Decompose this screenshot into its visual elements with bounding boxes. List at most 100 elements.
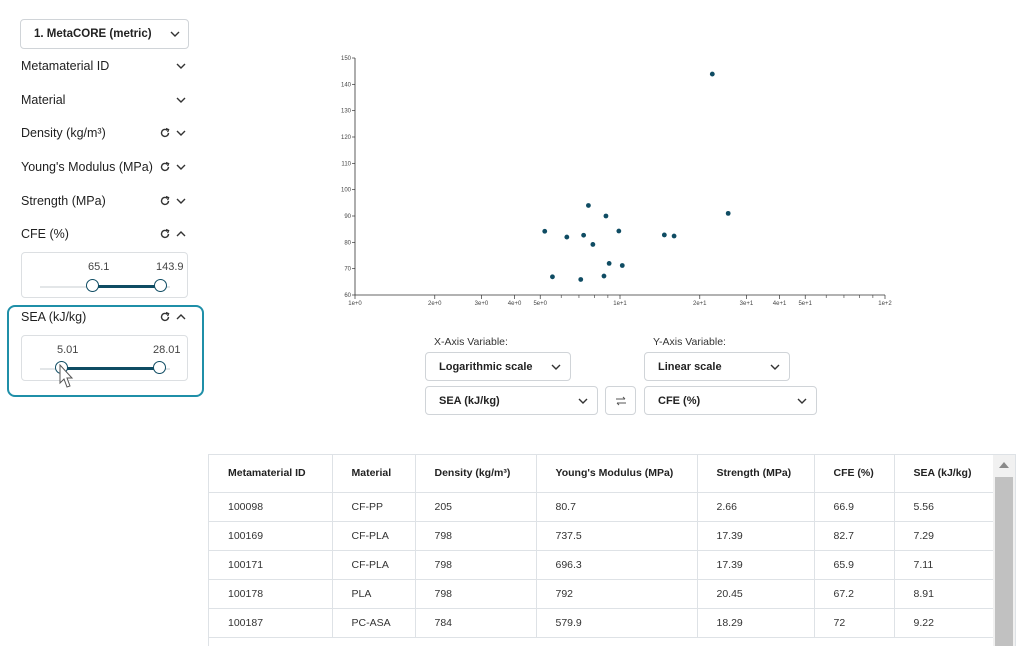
x-tick-label: 2e+0 — [428, 301, 442, 307]
reset-icon[interactable] — [159, 161, 171, 173]
chevron-down-icon — [769, 361, 781, 373]
reset-icon[interactable] — [159, 311, 171, 323]
chevron-down-icon[interactable] — [175, 161, 187, 173]
cfe-min-value: 65.1 — [88, 261, 110, 273]
table-cell: 798 — [415, 579, 537, 609]
y-tick-label: 80 — [344, 240, 351, 246]
column-header[interactable]: Material — [332, 455, 416, 493]
table-cell: 696.3 — [536, 550, 698, 580]
sea-max-handle[interactable] — [153, 361, 166, 374]
table-scrollbar[interactable] — [993, 455, 1015, 646]
chevron-down-icon[interactable] — [175, 94, 187, 106]
filter-density[interactable]: Density (kg/m³) — [21, 123, 187, 143]
chevron-down-icon — [796, 395, 808, 407]
filter-material[interactable]: Material — [21, 90, 187, 110]
table-cell: 5.56 — [894, 492, 995, 522]
chevron-up-icon[interactable] — [175, 228, 187, 240]
axes-layer: 60 70 80 90 100 110 120 130 140 150 1e+0 2e+0 3e+0 4e… — [341, 56, 892, 307]
swap-axes-button[interactable] — [605, 386, 636, 415]
table-cell: 798 — [415, 521, 537, 551]
table-cell: 9.22 — [894, 608, 995, 638]
table-row[interactable]: 100098 CF-PP 205 80.7 2.66 66.9 5.56 — [209, 492, 995, 522]
y-tick-label: 110 — [341, 161, 351, 167]
reset-icon[interactable] — [159, 127, 171, 139]
data-point — [661, 232, 667, 238]
table-cell: PC-ASA — [332, 608, 416, 638]
swap-icon — [615, 395, 627, 407]
filter-label: Young's Modulus (MPa) — [21, 160, 153, 174]
x-scale-value: Logarithmic scale — [439, 360, 533, 373]
table-cell: 17.39 — [697, 521, 815, 551]
x-tick-label: 4e+1 — [773, 301, 787, 307]
sea-max-value: 28.01 — [153, 344, 181, 356]
y-tick-label: 60 — [344, 293, 351, 299]
column-header[interactable]: Metamaterial ID — [209, 455, 333, 493]
table-row[interactable]: 100187 PC-ASA 784 579.9 18.29 72 9.22 — [209, 608, 995, 638]
filter-metamaterial-id[interactable]: Metamaterial ID — [21, 56, 187, 76]
points-layer — [542, 71, 731, 282]
chevron-down-icon — [550, 361, 562, 373]
table-cell: CF-PLA — [332, 521, 416, 551]
x-tick-label: 5e+1 — [798, 301, 812, 307]
y-tick-label: 120 — [341, 135, 352, 141]
table-cell: PLA — [332, 579, 416, 609]
table-row[interactable]: 100178 PLA 798 792 20.45 67.2 8.91 — [209, 579, 995, 609]
cfe-range-slider: 65.1 143.9 — [21, 252, 188, 298]
table-cell: 100169 — [209, 521, 333, 551]
x-scale-select[interactable]: Logarithmic scale — [425, 352, 571, 381]
table-cell: 798 — [415, 550, 537, 580]
y-scale-value: Linear scale — [658, 360, 722, 373]
table-cell: 65.9 — [814, 550, 895, 580]
chevron-up-icon[interactable] — [175, 311, 187, 323]
dataset-select[interactable]: 1. MetaCORE (metric) — [20, 19, 189, 49]
table-cell: 792 — [536, 579, 698, 609]
filter-label: Strength (MPa) — [21, 194, 106, 208]
filter-strength[interactable]: Strength (MPa) — [21, 191, 187, 211]
reset-icon[interactable] — [159, 195, 171, 207]
table-cell: 8.91 — [894, 579, 995, 609]
chevron-down-icon[interactable] — [175, 127, 187, 139]
y-tick-label: 100 — [341, 188, 352, 194]
reset-icon[interactable] — [159, 228, 171, 240]
x-tick-label: 2e+1 — [693, 301, 707, 307]
column-header[interactable]: CFE (%) — [814, 455, 895, 493]
x-tick-label: 5e+0 — [533, 301, 547, 307]
column-header[interactable]: Young's Modulus (MPa) — [536, 455, 698, 493]
filter-youngs-modulus[interactable]: Young's Modulus (MPa) — [21, 157, 187, 177]
y-scale-select[interactable]: Linear scale — [644, 352, 790, 381]
y-variable-select[interactable]: CFE (%) — [644, 386, 817, 415]
table-row[interactable]: 100169 CF-PLA 798 737.5 17.39 82.7 7.29 — [209, 521, 995, 551]
filter-cfe[interactable]: CFE (%) — [21, 224, 187, 244]
table-cell: 100098 — [209, 492, 333, 522]
x-tick-label: 4e+0 — [508, 301, 522, 307]
sea-slider-fill — [62, 367, 160, 370]
scatter-chart: 60 70 80 90 100 110 120 130 140 150 1e+0 2e+0 3e+0 4e… — [341, 56, 892, 307]
table-cell: 205 — [415, 492, 537, 522]
cfe-min-handle[interactable] — [86, 279, 99, 292]
table-cell: CF-PLA — [332, 550, 416, 580]
table-cell: 784 — [415, 608, 537, 638]
scroll-up-icon[interactable] — [999, 462, 1009, 468]
mouse-cursor-icon — [59, 364, 74, 388]
data-point — [581, 232, 587, 238]
table-cell: 67.2 — [814, 579, 895, 609]
filter-label: Metamaterial ID — [21, 59, 110, 73]
cfe-slider-fill — [93, 285, 161, 288]
x-variable-select[interactable]: SEA (kJ/kg) — [425, 386, 598, 415]
y-tick-label: 70 — [344, 267, 351, 273]
data-point — [606, 261, 612, 266]
sea-min-value: 5.01 — [57, 344, 79, 356]
column-header[interactable]: Density (kg/m³) — [415, 455, 537, 493]
cfe-max-handle[interactable] — [154, 279, 167, 292]
table-cell: 72 — [814, 608, 895, 638]
y-variable-value: CFE (%) — [658, 394, 701, 407]
chevron-down-icon[interactable] — [175, 195, 187, 207]
column-header[interactable]: Strength (MPa) — [697, 455, 815, 493]
data-point — [725, 210, 731, 216]
column-header[interactable]: SEA (kJ/kg) — [894, 455, 995, 493]
chevron-down-icon[interactable] — [175, 60, 187, 72]
x-tick-label: 1e+1 — [613, 301, 627, 307]
table-row[interactable]: 100171 CF-PLA 798 696.3 17.39 65.9 7.11 — [209, 550, 995, 580]
filter-sea[interactable]: SEA (kJ/kg) — [21, 307, 187, 327]
scrollbar-thumb[interactable] — [995, 477, 1013, 646]
